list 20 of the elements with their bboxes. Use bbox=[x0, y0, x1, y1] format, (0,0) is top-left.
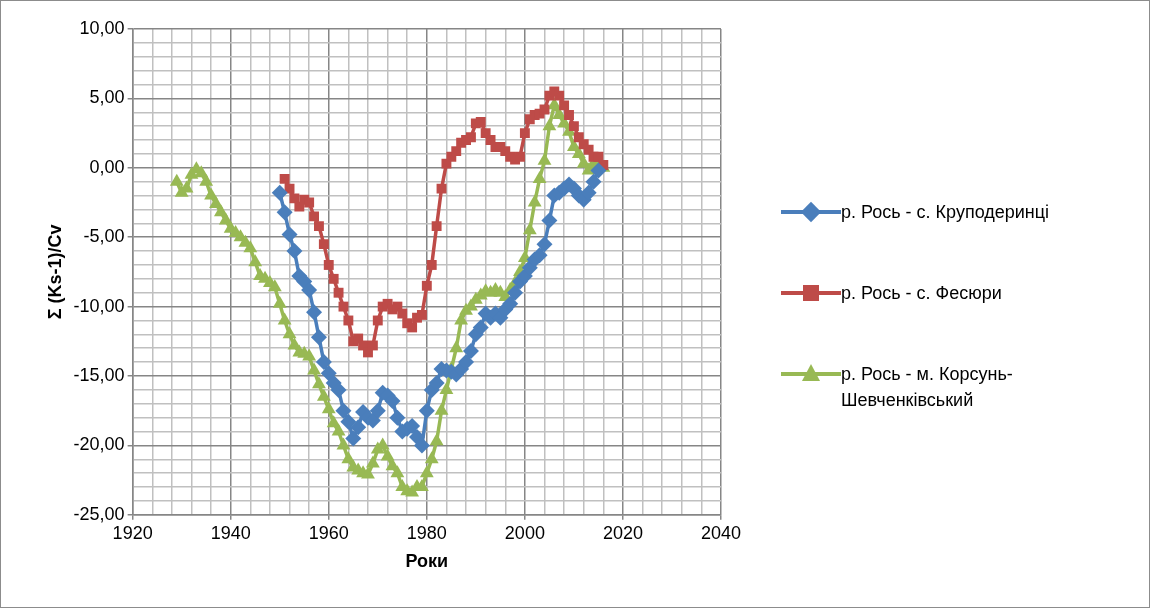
legend-label: р. Рось - м. Корсунь-Шевченківський bbox=[841, 363, 1014, 412]
x-tick-label: 2000 bbox=[504, 522, 545, 543]
y-tick-label: -10,00 bbox=[73, 295, 125, 316]
y-tick-label: -5,00 bbox=[83, 226, 125, 247]
x-tick-label: 1940 bbox=[210, 522, 251, 543]
x-tick-label: 2040 bbox=[700, 522, 742, 543]
legend-label: р. Рось - с. Круподеринці bbox=[841, 201, 1050, 224]
y-tick-label: -20,00 bbox=[73, 434, 125, 455]
x-tick-label: 2020 bbox=[602, 522, 643, 543]
y-tick-label: -25,00 bbox=[73, 503, 125, 524]
x-tick-label: 1960 bbox=[308, 522, 349, 543]
x-tick-label: 1980 bbox=[406, 522, 447, 543]
x-tick-label: 1920 bbox=[112, 522, 153, 543]
x-axis-title: Роки bbox=[405, 551, 449, 572]
y-tick-label: -15,00 bbox=[73, 364, 125, 385]
y-tick-label: 5,00 bbox=[89, 87, 125, 108]
legend-label: р. Рось - с. Фесюри bbox=[841, 282, 1002, 305]
y-tick-label: 10,00 bbox=[79, 17, 125, 38]
y-axis-title: Σ (Ks-1)/Cv bbox=[44, 224, 65, 320]
y-tick-label: 0,00 bbox=[89, 156, 125, 177]
